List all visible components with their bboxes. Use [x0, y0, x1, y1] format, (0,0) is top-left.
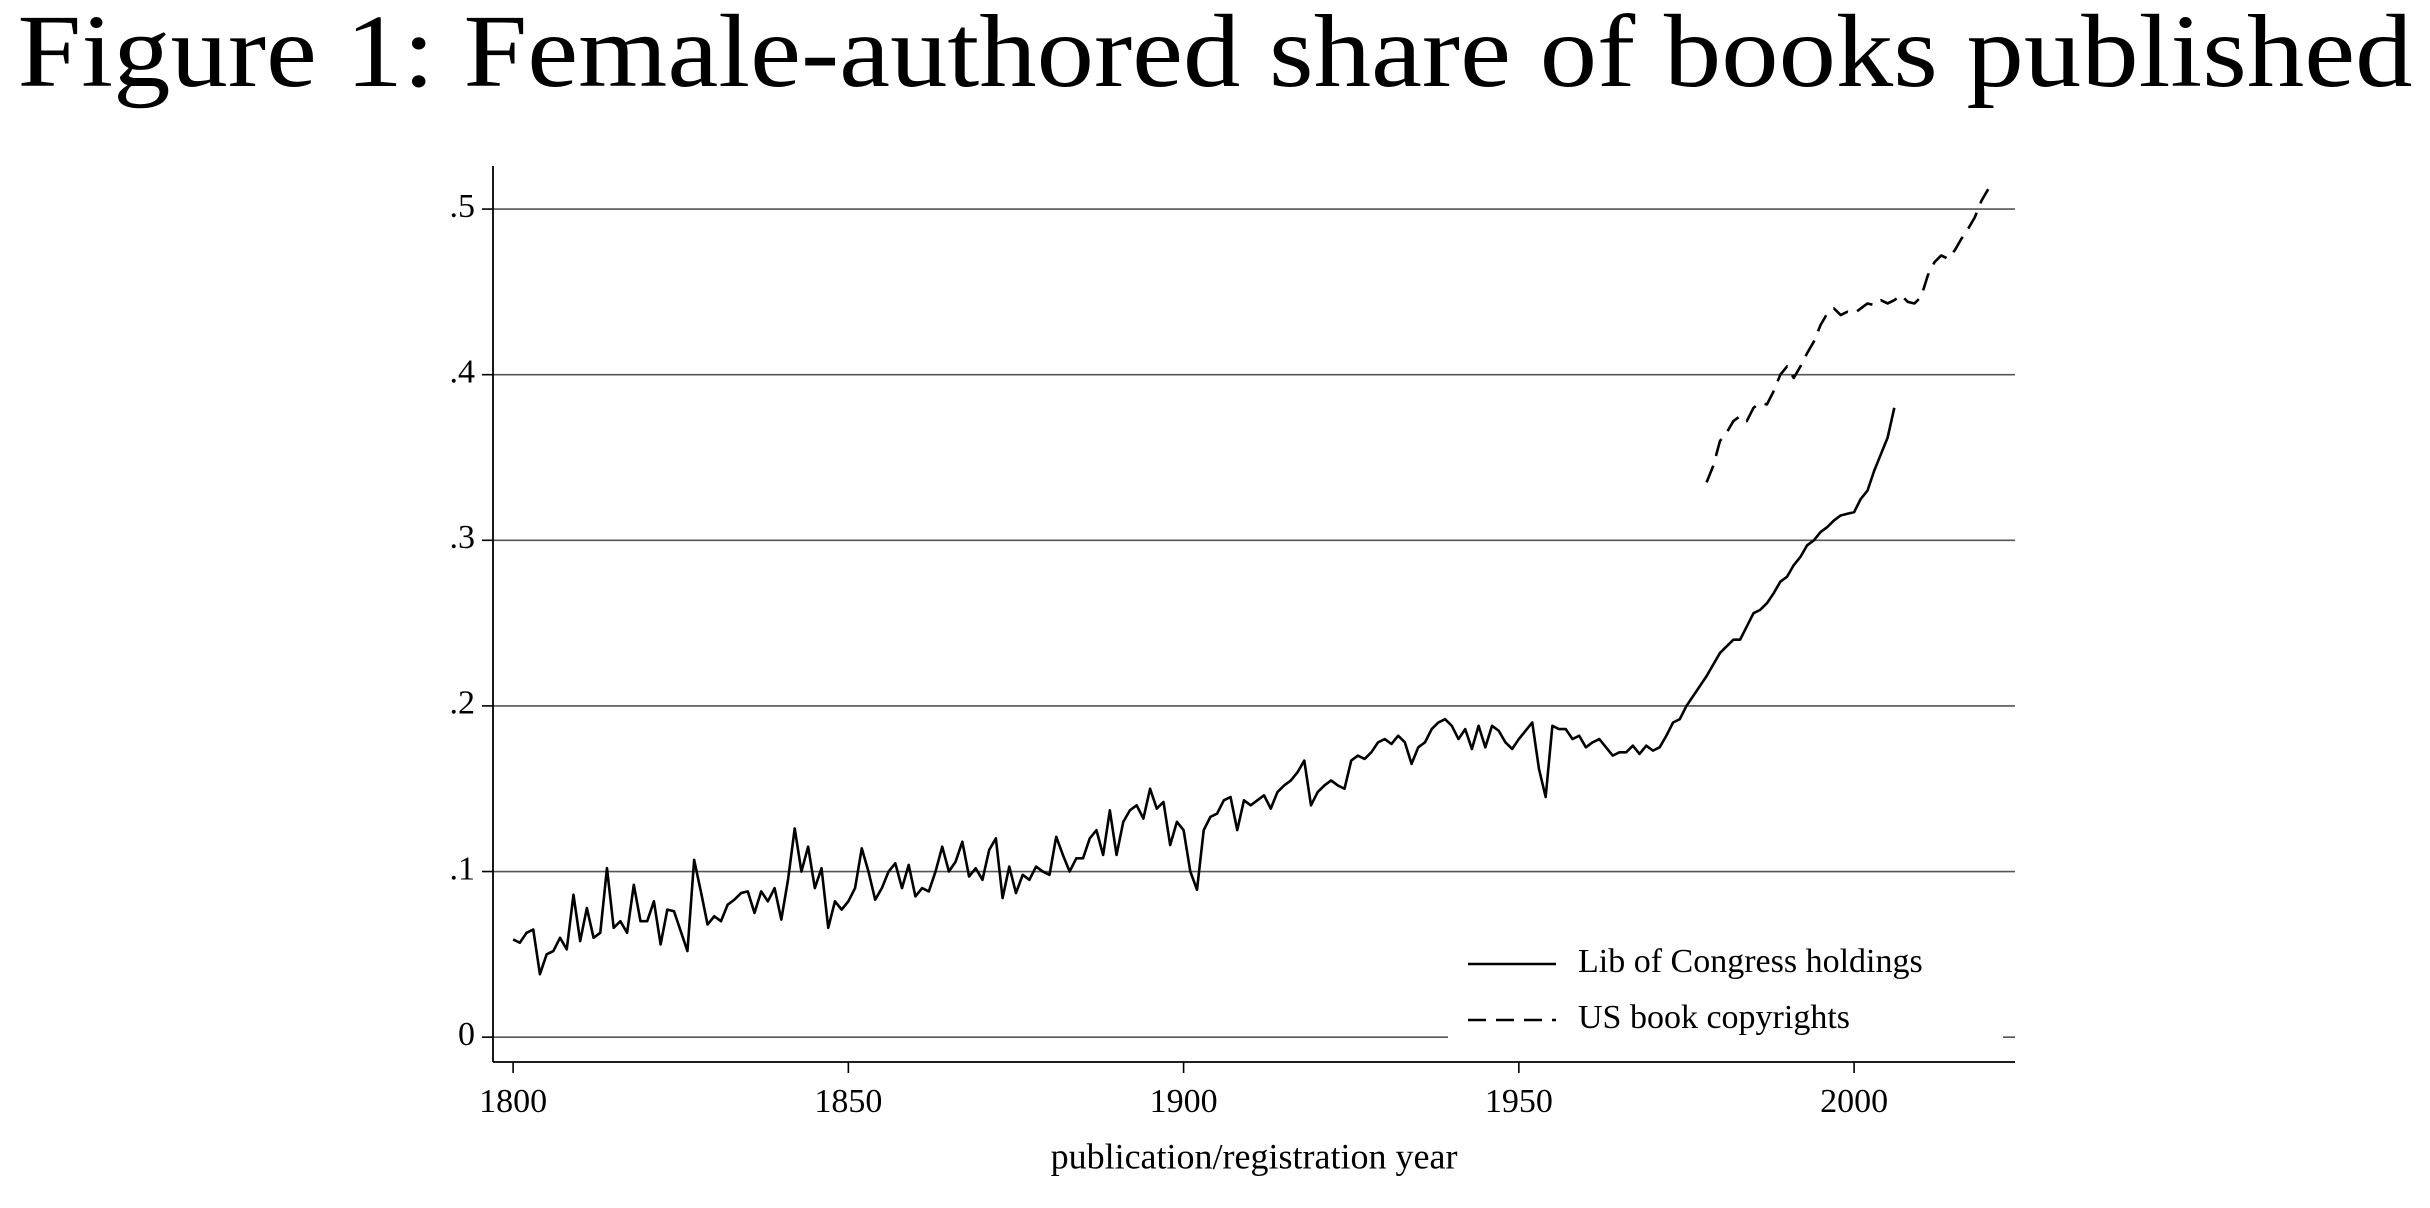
legend-box — [1448, 932, 2003, 1054]
y-tick-label: .1 — [450, 850, 476, 887]
x-tick-label: 1850 — [814, 1083, 882, 1120]
y-tick-label: .2 — [450, 685, 476, 722]
legend-label: Lib of Congress holdings — [1578, 943, 1923, 980]
legend-label: US book copyrights — [1578, 999, 1850, 1036]
y-tick-label: .3 — [450, 519, 476, 556]
x-tick-label: 1950 — [1485, 1083, 1553, 1120]
x-tick-label: 2000 — [1820, 1083, 1888, 1120]
x-axis-title: publication/registration year — [1051, 1136, 1458, 1176]
y-tick-label: .5 — [450, 188, 476, 225]
data-line — [512, 407, 1896, 976]
x-tick-label: 1900 — [1150, 1083, 1218, 1120]
x-tick-label: 1800 — [479, 1083, 547, 1120]
y-tick-label: .4 — [450, 353, 476, 390]
data-line — [1705, 188, 1990, 483]
chart-title: Figure 1: Female-authored share of books… — [18, 0, 2413, 109]
y-tick-label: 0 — [458, 1016, 475, 1053]
